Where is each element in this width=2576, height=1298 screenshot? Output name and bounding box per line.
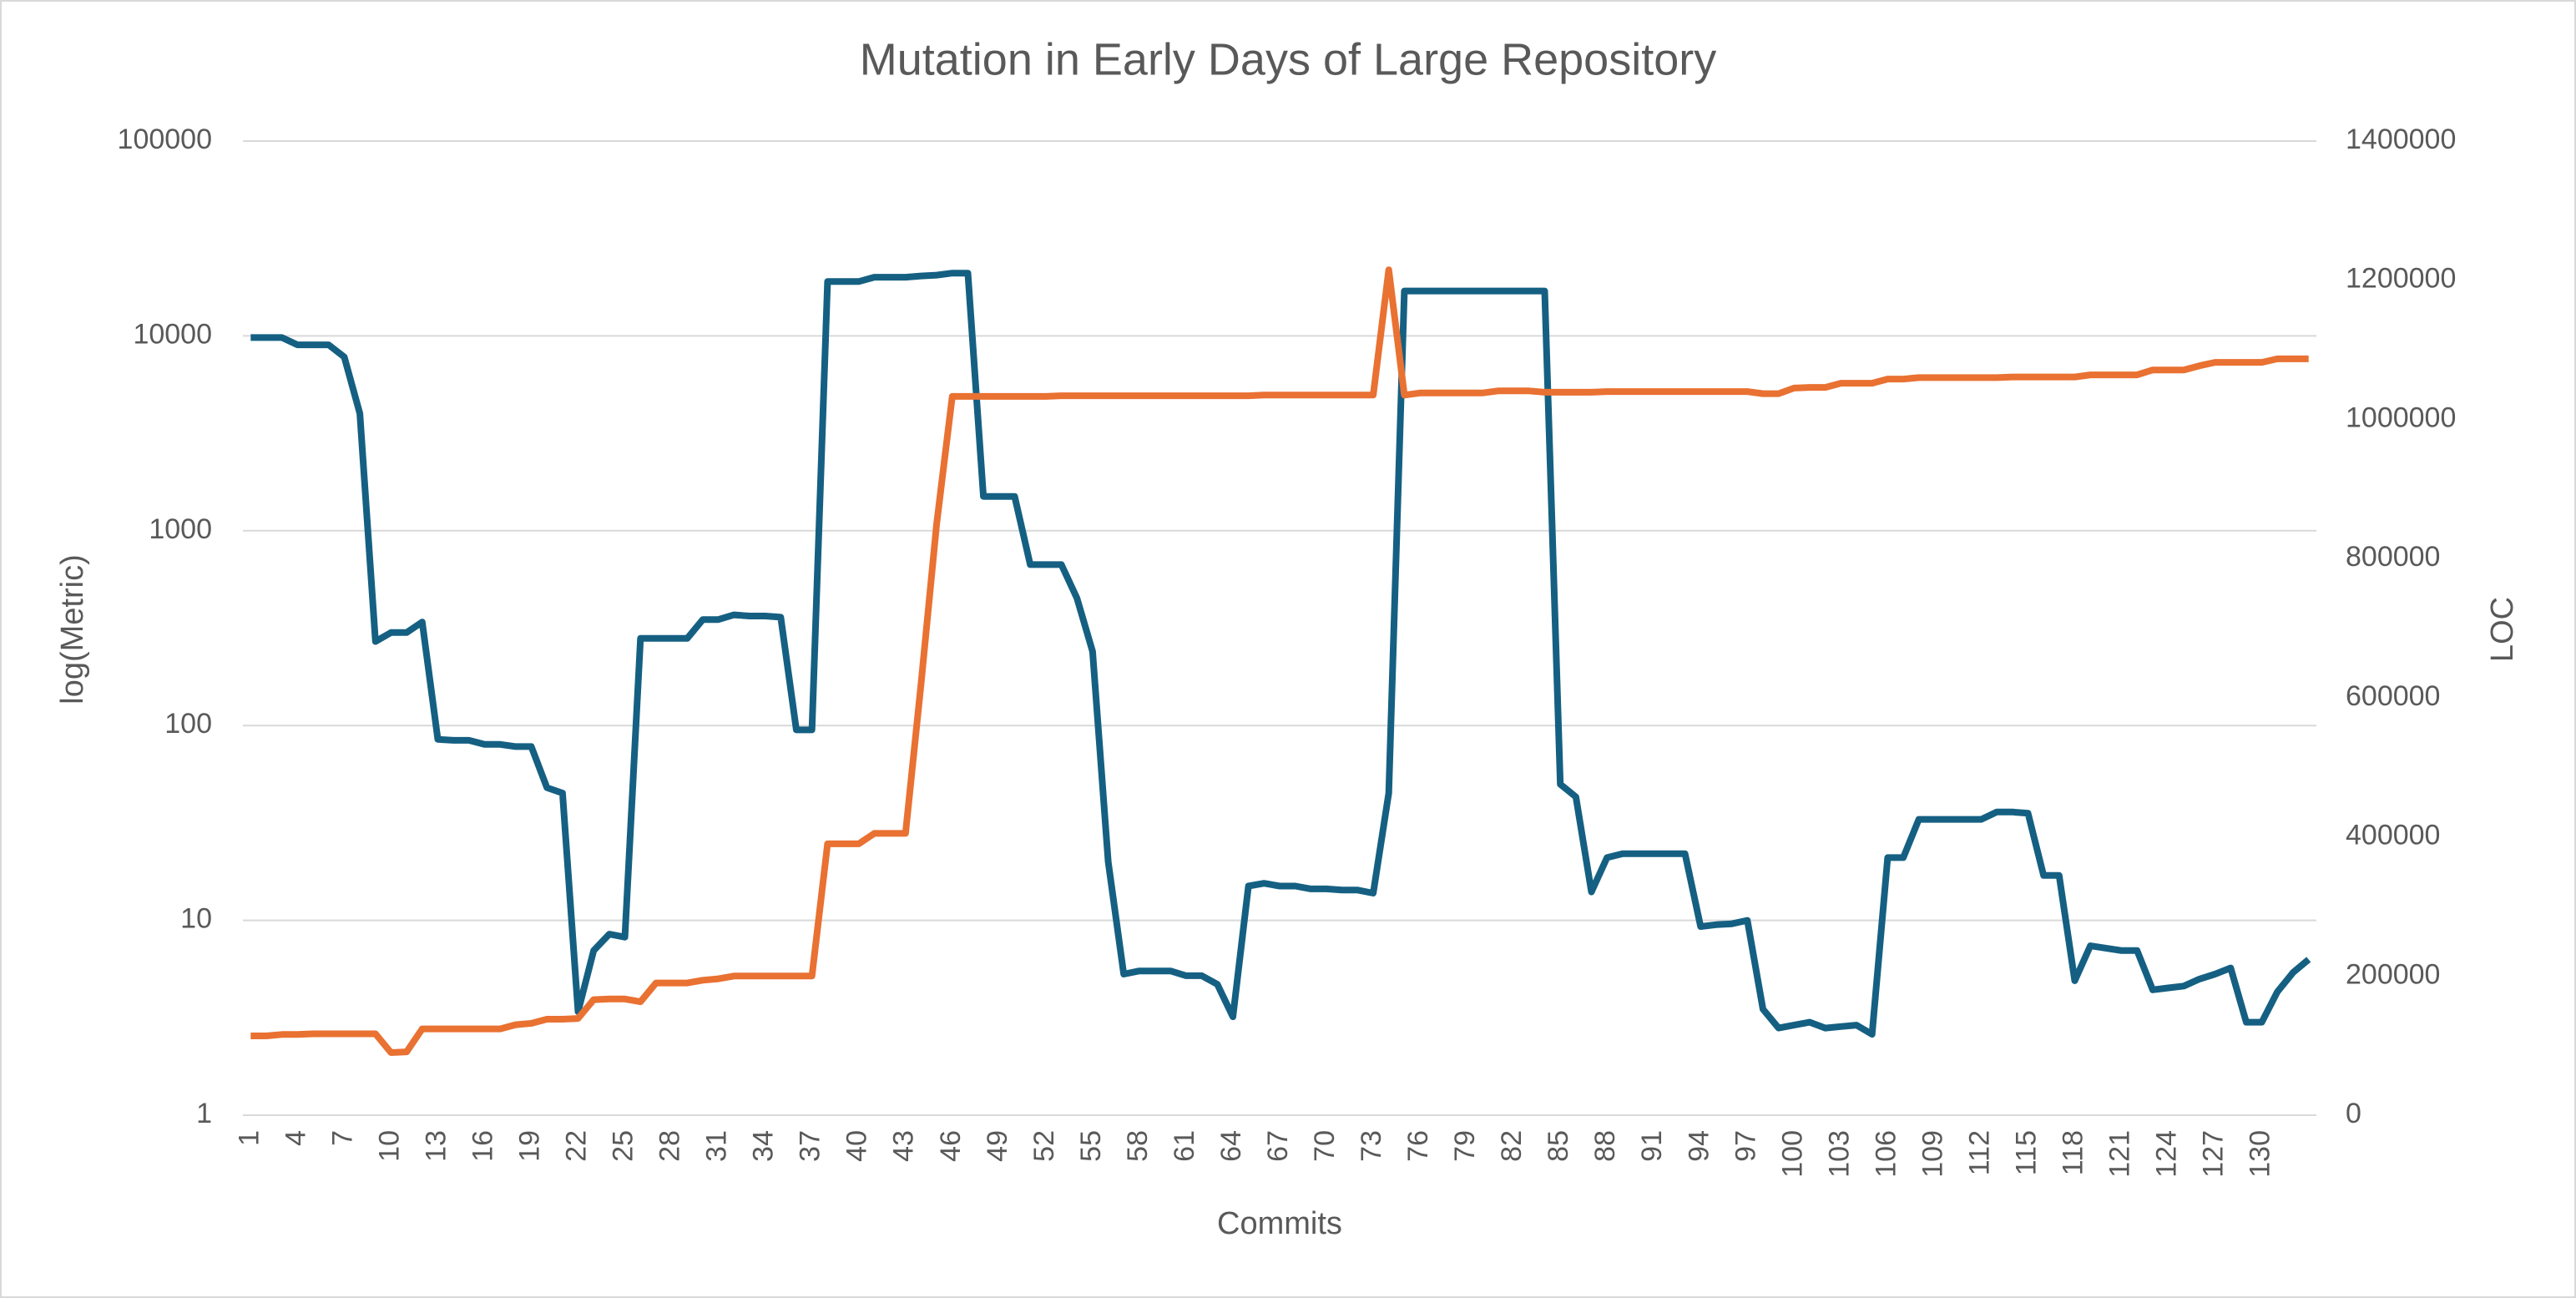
- x-tick-label: 127: [2198, 1130, 2230, 1178]
- x-tick-label: 55: [1075, 1130, 1107, 1162]
- x-tick-label: 31: [701, 1130, 733, 1162]
- x-tick-label: 91: [1636, 1130, 1668, 1162]
- x-tick-label: 97: [1730, 1130, 1761, 1162]
- y2-axis-title: LOC: [2485, 597, 2520, 662]
- x-axis-title: Commits: [1217, 1206, 1342, 1241]
- y-tick-label: 100: [164, 708, 212, 740]
- x-tick-label: 73: [1356, 1130, 1387, 1162]
- y-axis-title: log(Metric): [55, 554, 90, 704]
- x-tick-label: 79: [1449, 1130, 1481, 1162]
- y-tick-label: 10000: [133, 318, 212, 350]
- x-tick-label: 58: [1122, 1130, 1154, 1162]
- y2-tick-label: 400000: [2346, 820, 2440, 851]
- x-tick-label: 46: [935, 1130, 967, 1162]
- x-tick-label: 4: [280, 1130, 311, 1146]
- y-tick-label: 1: [196, 1098, 212, 1129]
- x-tick-label: 34: [748, 1130, 780, 1162]
- x-tick-label: 85: [1543, 1130, 1574, 1162]
- x-tick-label: 49: [982, 1130, 1013, 1162]
- x-tick-label: 7: [326, 1130, 358, 1146]
- x-tick-label: 40: [841, 1130, 873, 1162]
- x-tick-label: 130: [2245, 1130, 2276, 1178]
- y-tick-label: 100000: [118, 124, 212, 155]
- x-tick-label: 37: [795, 1130, 826, 1162]
- y2-tick-label: 1400000: [2346, 124, 2456, 155]
- y-tick-label: 1000: [149, 513, 212, 545]
- x-tick-label: 61: [1169, 1130, 1200, 1162]
- y2-tick-label: 200000: [2346, 958, 2440, 990]
- x-tick-label: 70: [1309, 1130, 1341, 1162]
- x-tick-label: 106: [1870, 1130, 1902, 1178]
- x-tick-label: 103: [1823, 1130, 1855, 1178]
- x-tick-label: 67: [1262, 1130, 1294, 1162]
- x-tick-label: 43: [888, 1130, 920, 1162]
- chart-title: Mutation in Early Days of Large Reposito…: [860, 34, 1716, 84]
- y2-tick-label: 0: [2346, 1098, 2361, 1129]
- x-tick-label: 64: [1215, 1130, 1247, 1162]
- x-tick-label: 13: [420, 1130, 452, 1162]
- x-tick-label: 10: [373, 1130, 405, 1162]
- y2-tick-label: 1000000: [2346, 402, 2456, 433]
- x-tick-label: 52: [1028, 1130, 1060, 1162]
- x-tick-label: 118: [2057, 1130, 2089, 1175]
- x-tick-label: 124: [2151, 1130, 2183, 1178]
- x-tick-label: 76: [1402, 1130, 1434, 1162]
- y-tick-label: 10: [180, 903, 212, 935]
- x-tick-label: 112: [1963, 1130, 1995, 1175]
- x-tick-label: 82: [1496, 1130, 1528, 1162]
- x-tick-label: 22: [561, 1130, 593, 1162]
- x-tick-label: 25: [608, 1130, 639, 1162]
- x-tick-label: 1: [233, 1130, 265, 1146]
- x-tick-label: 115: [2010, 1130, 2042, 1175]
- data-line: [250, 266, 2309, 1056]
- y2-tick-label: 1200000: [2346, 263, 2456, 295]
- x-tick-label: 28: [654, 1130, 686, 1162]
- x-tick-label: 16: [467, 1130, 498, 1162]
- x-tick-label: 121: [2104, 1130, 2136, 1178]
- data-line: [250, 270, 2311, 1038]
- x-tick-label: 88: [1589, 1130, 1621, 1162]
- y2-tick-label: 800000: [2346, 541, 2440, 573]
- x-tick-label: 19: [514, 1130, 546, 1162]
- x-tick-label: 109: [1917, 1130, 1948, 1178]
- x-tick-label: 94: [1683, 1130, 1715, 1162]
- x-tick-label: 100: [1776, 1130, 1808, 1178]
- y2-tick-label: 600000: [2346, 680, 2440, 712]
